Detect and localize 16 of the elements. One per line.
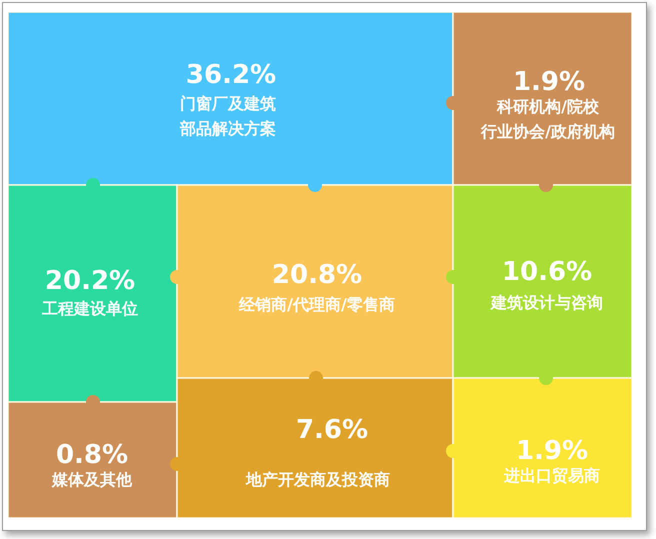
- data-label: 1.9%: [516, 436, 588, 466]
- category-label: 进出口贸易商: [503, 466, 600, 485]
- data-label: 20.2%: [44, 266, 136, 296]
- category-label: 工程建设单位: [41, 299, 138, 318]
- category-label: 门窗厂及建筑部品解决方案: [179, 94, 276, 138]
- category-label: 建筑设计与咨询: [489, 293, 603, 312]
- category-label: 媒体及其他: [51, 470, 133, 489]
- data-label: 7.6%: [296, 415, 368, 445]
- data-label: 10.6%: [502, 257, 592, 287]
- data-label: 20.8%: [272, 260, 362, 290]
- data-label: 1.9%: [512, 67, 586, 97]
- data-label: 36.2%: [186, 60, 276, 90]
- category-label: 地产开发商及投资商: [245, 470, 390, 489]
- category-label: 经销商/代理商/零售商: [238, 295, 395, 314]
- category-label: 科研机构/院校行业协会/政府机构: [480, 97, 615, 141]
- data-label: 0.8%: [56, 440, 128, 470]
